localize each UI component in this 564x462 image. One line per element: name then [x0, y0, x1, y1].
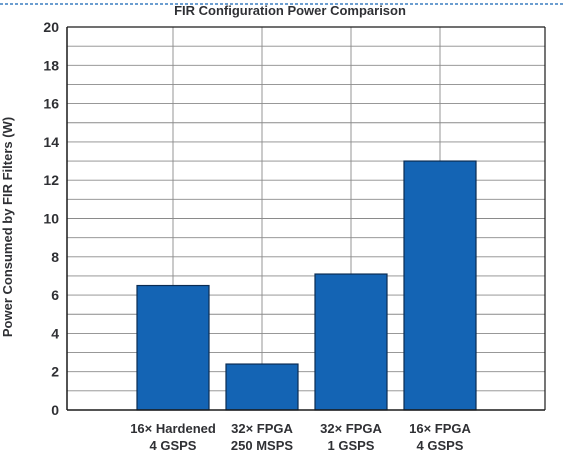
y-tick-label: 14	[43, 134, 59, 150]
x-category-label: 16× Hardened	[130, 421, 216, 436]
y-tick-label: 4	[51, 325, 59, 341]
y-tick-label: 10	[43, 211, 59, 227]
bar	[314, 273, 388, 411]
x-category-label: 250 MSPS	[231, 438, 293, 453]
y-tick-label: 8	[51, 249, 59, 265]
y-tick-label: 16	[43, 96, 59, 112]
x-category-label: 32× FPGA	[231, 421, 293, 436]
bar	[225, 363, 299, 411]
bars	[136, 160, 477, 411]
y-axis-label: Power Consumed by FIR Filters (W)	[0, 117, 15, 337]
x-category-label: 32× FPGA	[320, 421, 382, 436]
y-tick-label: 0	[51, 402, 59, 418]
y-tick-label: 6	[51, 287, 59, 303]
bar	[136, 284, 210, 411]
x-category-label: 1 GSPS	[328, 438, 375, 453]
chart-title: FIR Configuration Power Comparison	[174, 3, 406, 18]
x-category-labels: 16× Hardened 4 GSPS 32× FPGA 250 MSPS 32× FP…	[130, 421, 471, 453]
y-tick-labels: 0 2 4 6 8 10 12 14 16 18 20	[43, 19, 59, 418]
x-category-label: 16× FPGA	[409, 421, 471, 436]
y-tick-label: 18	[43, 57, 59, 73]
x-category-label: 4 GSPS	[150, 438, 197, 453]
x-category-label: 4 GSPS	[417, 438, 464, 453]
y-tick-label: 2	[51, 364, 59, 380]
bar	[403, 160, 477, 411]
y-tick-label: 20	[43, 19, 59, 35]
axes	[66, 26, 546, 411]
y-tick-label: 12	[43, 172, 59, 188]
